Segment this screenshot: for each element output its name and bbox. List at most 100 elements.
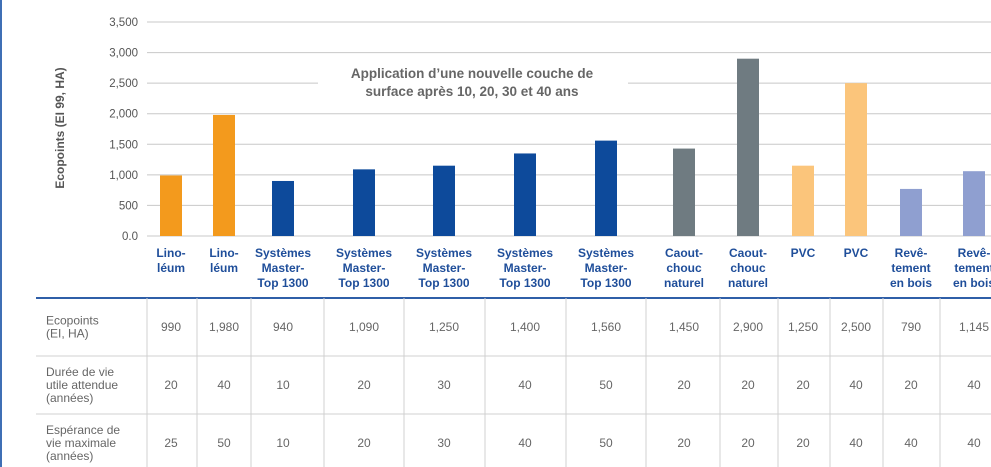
table-cell: 50	[599, 378, 613, 392]
category-label: Master-	[423, 261, 466, 275]
y-axis-label: Ecopoints (EI 99, HA)	[53, 67, 67, 188]
y-tick-label: 1,500	[109, 139, 138, 151]
table-row-label: Espérance de	[46, 423, 120, 437]
category-label: Top 1300	[257, 276, 308, 290]
table-row-label: Ecopoints	[46, 314, 99, 328]
category-label: Systèmes	[497, 246, 553, 260]
category-label: Systèmes	[578, 246, 634, 260]
table-cell: 2,900	[733, 320, 763, 334]
table-cell: 40	[217, 378, 231, 392]
bar	[963, 171, 985, 236]
bar	[595, 140, 617, 236]
table-cell: 25	[164, 436, 178, 450]
annotation-line: Application d’une nouvelle couche de	[351, 66, 594, 81]
bar	[900, 188, 922, 236]
table-row-label: (années)	[46, 449, 93, 463]
bar	[514, 153, 536, 236]
category-label: naturel	[664, 276, 704, 290]
table-cell: 20	[164, 378, 178, 392]
category-label: léum	[157, 261, 185, 275]
table-cell: 20	[677, 378, 691, 392]
table-cell: 20	[741, 378, 755, 392]
category-label: tement	[891, 261, 930, 275]
category-label: Lino-	[209, 246, 238, 260]
y-tick-label: 2,500	[109, 78, 138, 90]
category-label: Systèmes	[255, 246, 311, 260]
table-cell: 30	[437, 378, 451, 392]
bar	[673, 148, 695, 236]
y-tick-label: 500	[119, 200, 138, 212]
table-cell: 1,090	[349, 320, 379, 334]
table-row-label: utile attendue	[46, 378, 118, 392]
table-row-label: vie maximale	[46, 436, 116, 450]
table-cell: 40	[967, 378, 981, 392]
table-cell: 10	[276, 378, 290, 392]
table-cell: 940	[273, 320, 293, 334]
chart-annotation: Application d’une nouvelle couche de surf…	[318, 62, 628, 102]
y-axis-ticks: 0.0 500 1,000 1,500 2,000 2,500 3,000 3,500	[109, 17, 138, 243]
table-cell: 50	[599, 436, 613, 450]
table-cell: 1,250	[788, 320, 818, 334]
category-label: Caout-	[665, 246, 703, 260]
bar	[792, 165, 814, 236]
table-cell: 1,980	[209, 320, 239, 334]
table-cell: 40	[518, 378, 532, 392]
category-label: Top 1300	[499, 276, 550, 290]
y-tick-label: 1,000	[109, 170, 138, 182]
category-label: Systèmes	[416, 246, 472, 260]
table-cell: 20	[796, 436, 810, 450]
table-cell: 1,450	[669, 320, 699, 334]
category-label: chouc	[666, 261, 702, 275]
bar	[737, 58, 759, 236]
category-label: Master-	[343, 261, 386, 275]
table-cell: 10	[276, 436, 290, 450]
table-cell: 2,500	[841, 320, 871, 334]
category-label: Revê-	[895, 246, 928, 260]
table-cell: 20	[904, 378, 918, 392]
category-label: chouc	[730, 261, 766, 275]
y-tick-label: 3,000	[109, 48, 138, 60]
bars	[160, 58, 985, 237]
category-label: Caout-	[729, 246, 767, 260]
y-tick-label: 0.0	[122, 231, 138, 243]
table-cell: 20	[796, 378, 810, 392]
category-label: en bois	[890, 276, 932, 290]
table-cell: 40	[967, 436, 981, 450]
category-label: Lino-	[156, 246, 185, 260]
table-cell: 1,250	[429, 320, 459, 334]
table-cell: 40	[904, 436, 918, 450]
category-label: Master-	[504, 261, 547, 275]
category-label: Systèmes	[336, 246, 392, 260]
category-label: Top 1300	[338, 276, 389, 290]
bar	[353, 169, 375, 236]
category-label: léum	[210, 261, 238, 275]
table-cell: 50	[217, 436, 231, 450]
category-label: PVC	[791, 246, 816, 260]
annotation-background	[318, 62, 628, 102]
table-cell: 20	[677, 436, 691, 450]
bar	[433, 165, 455, 236]
category-label: Revê-	[958, 246, 991, 260]
category-label: PVC	[844, 246, 869, 260]
table-cell: 40	[849, 436, 863, 450]
category-label: naturel	[728, 276, 768, 290]
table-cell: 30	[437, 436, 451, 450]
table-cell: 790	[901, 320, 921, 334]
category-label: Master-	[585, 261, 628, 275]
annotation-line: surface après 10, 20, 30 et 40 ans	[365, 84, 578, 99]
category-label: en bois	[953, 276, 991, 290]
category-label: Top 1300	[580, 276, 631, 290]
table-row-label: (EI, HA)	[46, 327, 89, 341]
table-cell: 20	[741, 436, 755, 450]
table-cell: 20	[357, 436, 371, 450]
y-tick-label: 3,500	[109, 17, 138, 29]
table-row-label: (années)	[46, 391, 93, 405]
y-tick-label: 2,000	[109, 109, 138, 121]
table-row-label: Durée de vie	[46, 365, 114, 379]
table-cell: 40	[518, 436, 532, 450]
data-table: Ecopoints(EI, HA) 990 1,980 940 1,090 1,250 1,…	[36, 297, 991, 467]
table-cell: 40	[849, 378, 863, 392]
table-cell: 1,560	[591, 320, 621, 334]
